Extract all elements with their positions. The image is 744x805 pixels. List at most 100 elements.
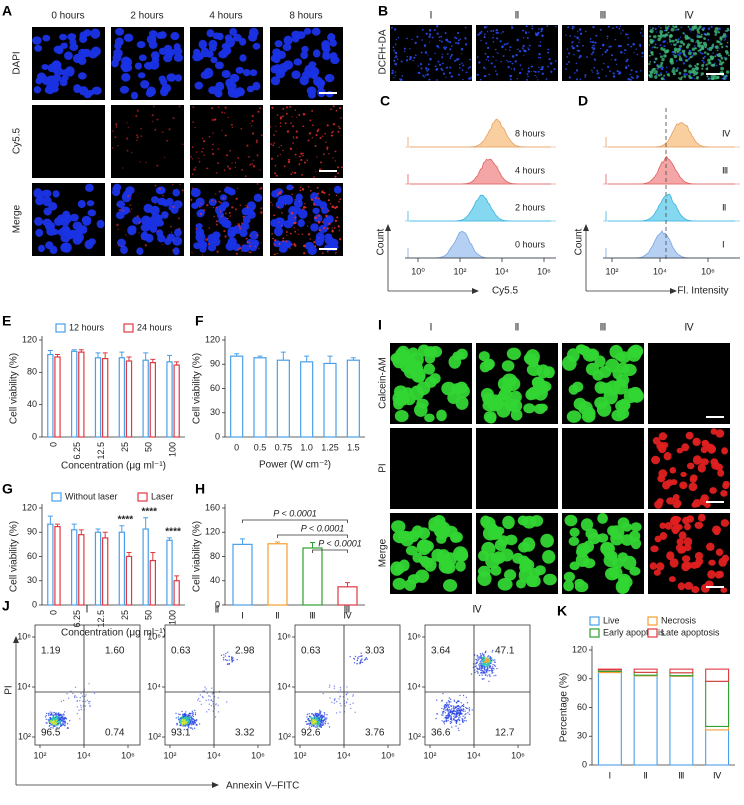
event [53,723,54,724]
cell [137,136,139,138]
y-axis-label: Cell viability (%) [192,521,203,592]
cell [727,42,729,44]
cell [598,77,600,79]
cell [256,142,258,144]
event [62,723,63,724]
cell [692,438,700,446]
bar [324,363,336,437]
cell [219,204,226,212]
event [307,714,308,715]
event [182,724,183,725]
cell [224,112,226,113]
significance-label: **** [141,506,157,517]
cell [683,62,685,64]
x-tick-label: 10⁴ [77,750,91,760]
plot-title: Ⅰ [86,605,89,616]
event [355,712,356,713]
cell [550,71,552,73]
error-bar [72,524,77,530]
cell [303,252,305,254]
event [311,722,312,723]
cell [290,173,292,175]
cell [649,55,651,57]
cell [164,238,171,245]
cell [663,48,666,50]
cell [652,47,654,48]
event [229,656,230,657]
event [318,723,319,724]
event [50,714,51,715]
event [454,714,455,715]
cell [112,186,120,193]
cell [502,31,504,33]
cell [477,74,479,76]
cell [619,28,621,30]
event [315,720,316,721]
event [231,661,232,662]
cell [565,35,566,36]
cell [574,579,584,587]
micrograph [111,27,184,100]
cell [260,169,261,170]
cell [280,126,281,127]
event [306,716,307,717]
cell [479,32,482,34]
cell [572,28,574,30]
event [61,715,62,716]
cell [600,48,601,49]
cell [195,167,196,168]
cell [578,50,581,52]
cell [413,57,415,59]
cell [529,45,531,47]
error-bar [345,583,350,587]
event [61,725,62,726]
cell [670,467,677,474]
event [45,716,46,717]
cell [667,32,669,34]
event [185,711,186,712]
cell [616,26,618,28]
cell [507,43,508,44]
cell [294,227,295,228]
cell [280,154,281,155]
cell [249,28,259,38]
cell [402,75,404,77]
cell [303,113,305,116]
event [453,709,454,710]
event [190,717,191,718]
cell [257,111,259,113]
x-tick-label: 12.5 [96,610,106,628]
cell [670,35,673,37]
event [490,656,491,657]
event [353,694,354,695]
cell [550,62,553,64]
cell [541,28,544,31]
event [75,687,76,688]
legend-label: Late apoptosis [661,627,720,637]
bar-segment [706,730,729,765]
cell [436,534,446,544]
cell [275,40,283,47]
cell [75,232,84,242]
event [81,707,82,708]
y-tick-label: 80 [210,551,220,561]
event [466,720,467,721]
cell [698,514,706,522]
micrograph [562,428,644,509]
cell [538,57,540,58]
cell [670,58,673,61]
cell [141,135,143,137]
column-header: Ⅲ [600,323,607,334]
quadrant-value: 47.1 [495,646,515,657]
cell [462,79,463,80]
event [188,720,189,721]
event [319,710,320,711]
cell [307,226,308,227]
cell [203,209,205,211]
cell [322,221,324,222]
event [450,718,451,719]
cell [436,69,438,71]
cell [282,150,283,151]
event [459,724,460,725]
cell [654,46,656,48]
